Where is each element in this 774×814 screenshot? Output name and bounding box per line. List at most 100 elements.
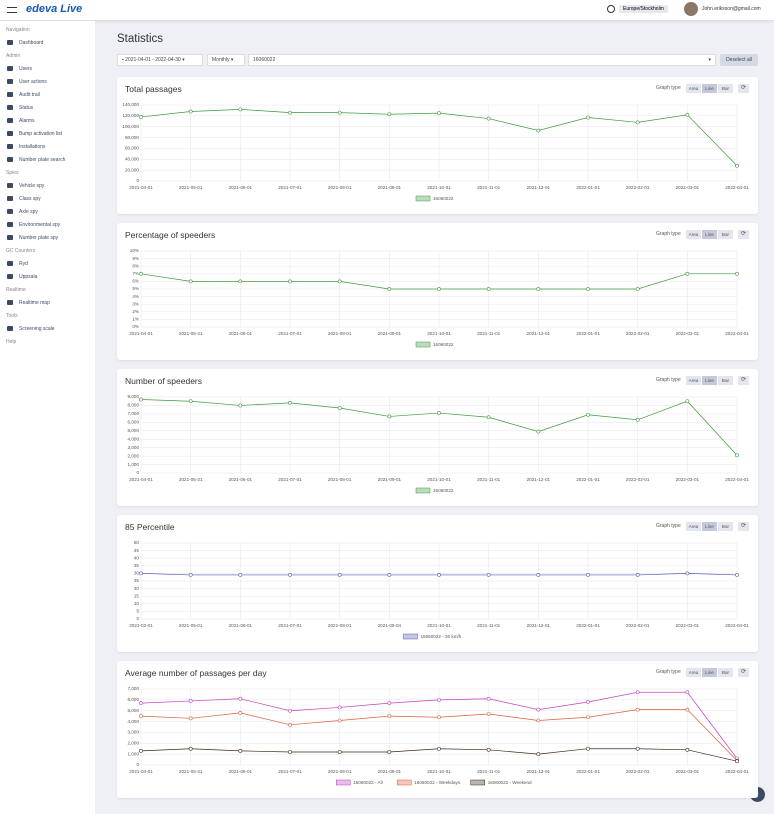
- x-tick-label: 2021-11-01: [477, 623, 501, 628]
- graph-type-button[interactable]: Area: [686, 668, 701, 677]
- chart-panel: Total passages Graph type Area Line Bar ⟳ 0 20,…: [117, 77, 758, 214]
- refresh-button[interactable]: ⟳: [738, 376, 749, 385]
- interval-select[interactable]: Monthly ▾: [207, 54, 245, 66]
- graph-type-button[interactable]: Line: [702, 84, 717, 93]
- nav-item[interactable]: Dashboard: [19, 39, 44, 46]
- logo[interactable]: edeva Live: [26, 3, 83, 15]
- deselect-button[interactable]: Deselect all: [720, 54, 758, 66]
- x-tick-label: 2021-10-01: [427, 623, 451, 628]
- x-tick-label: 2021-08-01: [328, 769, 352, 774]
- data-point: [635, 287, 640, 291]
- legend-swatch: [397, 779, 412, 786]
- x-tick-label: 2022-02-01: [626, 623, 650, 628]
- timezone[interactable]: Europe/Stockholm: [619, 5, 668, 13]
- nav-icon: [7, 196, 13, 201]
- data-point: [188, 716, 193, 721]
- menu-button[interactable]: [7, 7, 17, 13]
- panel-title: Percentage of speeders: [125, 230, 216, 240]
- nav-item[interactable]: Axle spy: [19, 208, 38, 215]
- user-email[interactable]: John.eriksson@gmail.com: [702, 6, 761, 12]
- nav-icon: [7, 300, 13, 305]
- nav-item[interactable]: Vehicle spy: [19, 182, 45, 189]
- nav-item[interactable]: Screening scale: [19, 325, 55, 332]
- data-point: [437, 411, 441, 415]
- nav-icon: [7, 131, 13, 136]
- y-tick-label: 9%: [132, 256, 139, 261]
- nav-item[interactable]: Installations: [19, 143, 46, 150]
- graph-type-button[interactable]: Bar: [718, 84, 733, 93]
- data-point: [685, 571, 690, 576]
- x-tick-label: 2021-04-01: [129, 331, 153, 336]
- graph-type-button[interactable]: Bar: [718, 522, 733, 531]
- graph-type-button[interactable]: Line: [702, 230, 717, 239]
- data-point: [536, 718, 541, 723]
- data-point: [486, 116, 491, 121]
- refresh-button[interactable]: ⟳: [738, 84, 749, 93]
- x-tick-label: 2022-01-01: [576, 477, 600, 482]
- graph-type-button[interactable]: Bar: [718, 668, 733, 677]
- x-tick-label: 2022-02-01: [626, 185, 650, 190]
- refresh-button[interactable]: ⟳: [738, 230, 749, 239]
- nav-item[interactable]: Status: [19, 104, 34, 111]
- timezone-icon: [607, 5, 615, 13]
- x-tick-label: 2021-06-01: [229, 477, 253, 482]
- nav-item[interactable]: Users: [19, 65, 33, 72]
- nav-item[interactable]: Alarms: [19, 117, 35, 124]
- graph-type-button[interactable]: Area: [686, 230, 701, 239]
- chart-panel: 85 Percentile Graph type Area Line Bar ⟳ 0 5 10 1…: [117, 515, 758, 652]
- date-range-text: 2021-04-01 - 2022-04-30: [125, 57, 181, 63]
- nav-item[interactable]: Audit trail: [19, 91, 40, 98]
- nav-icon: [7, 118, 13, 123]
- data-point: [288, 722, 292, 727]
- nav-item[interactable]: Class spy: [19, 195, 41, 202]
- graph-type-button[interactable]: Line: [702, 376, 717, 385]
- device-select[interactable]: 16060022 ▾: [248, 54, 716, 66]
- nav-item[interactable]: Number plate spy: [19, 234, 59, 241]
- nav-item[interactable]: Environmental spy: [19, 221, 61, 228]
- nav-item[interactable]: Uppsala: [19, 273, 38, 280]
- avatar[interactable]: [684, 2, 698, 16]
- y-tick-label: 5: [136, 609, 139, 614]
- nav-item[interactable]: User actions: [19, 78, 47, 85]
- x-tick-label: 2022-01-01: [576, 623, 600, 628]
- legend-swatch: [415, 195, 431, 202]
- date-range[interactable]: ▪ 2021-04-01 - 2022-04-30 ▾: [117, 54, 203, 66]
- graph-type-button[interactable]: Area: [686, 84, 701, 93]
- data-point: [437, 697, 441, 702]
- graph-type-button[interactable]: Bar: [718, 230, 733, 239]
- data-point: [635, 707, 640, 712]
- refresh-button[interactable]: ⟳: [738, 522, 749, 531]
- x-tick-label: 2021-12-01: [527, 331, 551, 336]
- y-tick-label: 50: [134, 540, 140, 545]
- y-tick-label: 5%: [132, 286, 139, 291]
- nav-item[interactable]: Ryd: [19, 260, 28, 267]
- x-tick-label: 2022-01-01: [576, 331, 600, 336]
- x-tick-label: 2021-10-01: [427, 769, 451, 774]
- graph-type-button[interactable]: Line: [702, 668, 717, 677]
- data-point: [586, 746, 590, 751]
- graph-type-button[interactable]: Area: [686, 522, 701, 531]
- refresh-button[interactable]: ⟳: [738, 668, 749, 677]
- x-tick-label: 2022-04-01: [725, 623, 749, 628]
- y-tick-label: 8%: [132, 263, 139, 268]
- nav-item[interactable]: Realtime map: [19, 299, 50, 306]
- nav-icon: [7, 92, 13, 97]
- nav-icon: [7, 222, 13, 227]
- graph-type-button[interactable]: Bar: [718, 376, 733, 385]
- data-point: [486, 287, 491, 291]
- data-point: [387, 287, 392, 291]
- data-point: [387, 701, 392, 706]
- data-point: [486, 415, 491, 420]
- data-point: [288, 279, 292, 284]
- graph-type-button[interactable]: Line: [702, 522, 717, 531]
- graph-type-button[interactable]: Area: [686, 376, 701, 385]
- x-tick-label: 2022-03-01: [676, 769, 700, 774]
- legend-swatch: [415, 487, 431, 494]
- data-point: [337, 110, 342, 115]
- graph-type-label: Graph type: [656, 377, 681, 383]
- section-title: Help: [6, 339, 17, 345]
- nav-item[interactable]: Bump activation list: [19, 130, 63, 137]
- y-tick-label: 4,000: [128, 719, 140, 724]
- graph-type-label: Graph type: [656, 231, 681, 237]
- nav-item[interactable]: Number plate search: [19, 156, 66, 163]
